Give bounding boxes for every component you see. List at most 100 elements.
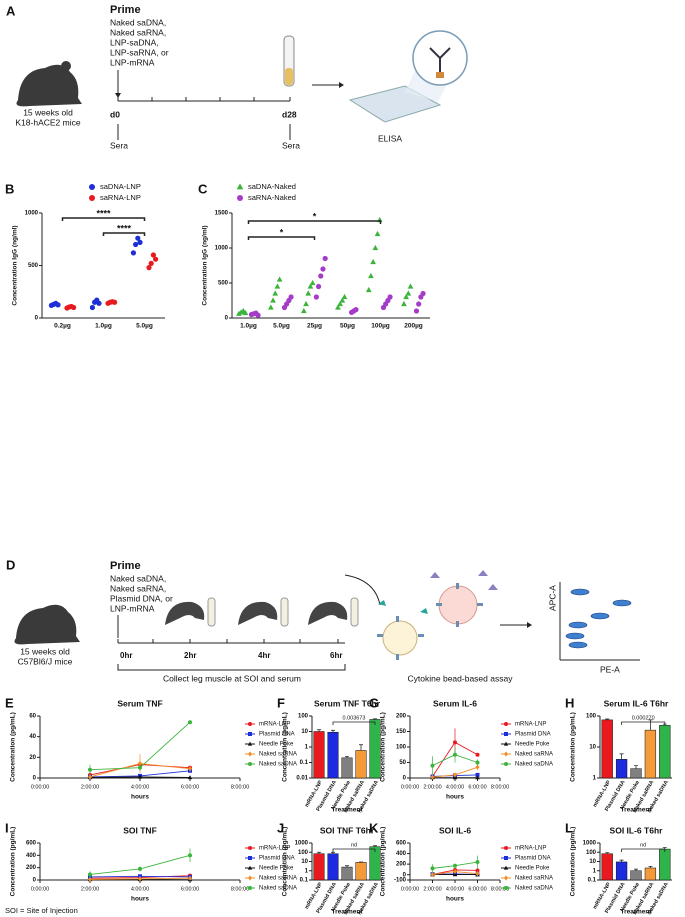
data-point [430, 763, 435, 768]
x-axis-label: hours [446, 896, 464, 903]
mouse-icon [14, 604, 80, 645]
data-point [70, 304, 77, 311]
data-point [401, 300, 407, 307]
legend-label: Needle Poke [515, 742, 550, 748]
legend-label: Plasmid DNA [515, 856, 551, 862]
error-bar [317, 851, 321, 854]
data-point [475, 868, 480, 873]
significance-label: 0.003673 [343, 715, 366, 721]
data-point [318, 273, 324, 279]
data-point [430, 871, 435, 878]
timepoint: 2hr [184, 651, 196, 660]
y-tick-label: 0 [35, 316, 39, 322]
legend-label: Needle Poke [515, 866, 550, 872]
data-point [88, 774, 92, 780]
data-point [270, 297, 276, 303]
agent: Naked saRNA, [110, 583, 166, 593]
x-tick-label: 6:00:00 [181, 886, 199, 892]
data-point [322, 255, 328, 262]
y-tick-label: 0.1 [588, 878, 597, 884]
x-axis-label: Treatment [620, 909, 652, 916]
arrow-head [339, 82, 344, 88]
significance-bracket [247, 236, 316, 240]
significance-bracket [332, 721, 376, 725]
timepoint: d28 [282, 109, 297, 119]
bar [355, 750, 367, 779]
significance-bracket [621, 848, 666, 852]
y-tick-label: 500 [28, 263, 39, 269]
data-point [413, 308, 420, 314]
significance-bracket [621, 721, 666, 725]
panel-letter: I [5, 820, 9, 835]
data-point [96, 300, 102, 306]
x-axis-label: Treatment [620, 807, 652, 814]
significance-bracket [332, 848, 376, 852]
bracket [117, 664, 346, 671]
data-point [430, 866, 435, 871]
legend-marker [248, 846, 252, 850]
legend-label: Needle Poke [259, 866, 294, 872]
y-tick-label: 200 [396, 714, 407, 720]
bar [601, 853, 613, 881]
mouse-age: 15 weeks old [20, 646, 70, 656]
data-point [475, 764, 480, 770]
prime-label: Prime [110, 560, 141, 572]
data-point [133, 241, 139, 248]
legend-marker [248, 875, 252, 881]
x-tick-label: 6:00:00 [181, 784, 199, 790]
y-tick-label: 1 [305, 868, 309, 874]
y-axis-label: Concentration (pg/mL) [570, 827, 577, 897]
y-axis-label: Concentration IgG (ng/ml) [12, 225, 19, 305]
error-bar [619, 859, 624, 862]
data-point [138, 760, 142, 767]
bar [601, 719, 613, 779]
x-tick-label: 2:00:00 [81, 784, 99, 790]
sera-label: Sera [282, 140, 300, 150]
legend-marker [504, 762, 508, 766]
data-point [88, 767, 92, 772]
y-tick-label: 200 [26, 865, 37, 871]
significance-label: **** [117, 223, 132, 233]
x-tick-label: 5.0µg [136, 323, 153, 330]
flow-axis-label: PE-A [600, 664, 620, 674]
data-point [365, 286, 372, 293]
data-point [55, 302, 61, 308]
y-tick-label: 1 [593, 868, 597, 874]
data-point [475, 760, 480, 765]
legend-label: mRNA-LNP [259, 846, 290, 852]
legend-label: mRNA-LNP [259, 722, 290, 728]
y-tick-label: 0 [225, 316, 229, 322]
data-point [138, 866, 142, 871]
chart-title: Serum TNF T6hr [314, 698, 381, 708]
agent: Naked saDNA, [110, 17, 166, 27]
flow-axis-label: APC-A [547, 585, 557, 611]
error-bar [605, 852, 610, 854]
data-point [188, 766, 192, 772]
legend-marker [248, 856, 252, 860]
data-point [130, 250, 137, 256]
legend-marker [504, 875, 508, 881]
bar [327, 731, 339, 779]
error-bar [619, 753, 624, 760]
timeline [117, 639, 345, 644]
data-point [315, 283, 322, 290]
data-point [138, 876, 142, 882]
data-point [475, 871, 480, 877]
bar [644, 867, 657, 881]
legend-label: saDNA-Naked [248, 182, 296, 191]
panel-a: A 15 weeks old K18-hACE2 mice Prime Nake… [6, 3, 468, 150]
x-tick-label: 2:00:00 [423, 886, 441, 892]
legend-label: saDNA-LNP [100, 182, 141, 191]
data-point [374, 230, 381, 237]
x-tick-label: 8:00:00 [231, 784, 249, 790]
legend-marker [504, 751, 508, 757]
legend-marker [504, 886, 508, 890]
x-axis-label: hours [131, 896, 149, 903]
panel-letter: C [198, 181, 208, 196]
legend-marker [247, 865, 253, 870]
x-tick-label: 6:00:00 [468, 784, 486, 790]
y-tick-label: 1 [305, 745, 309, 751]
legend-marker [248, 751, 252, 757]
y-tick-label: 600 [396, 841, 407, 847]
agent: LNP-saDNA, [110, 37, 159, 47]
